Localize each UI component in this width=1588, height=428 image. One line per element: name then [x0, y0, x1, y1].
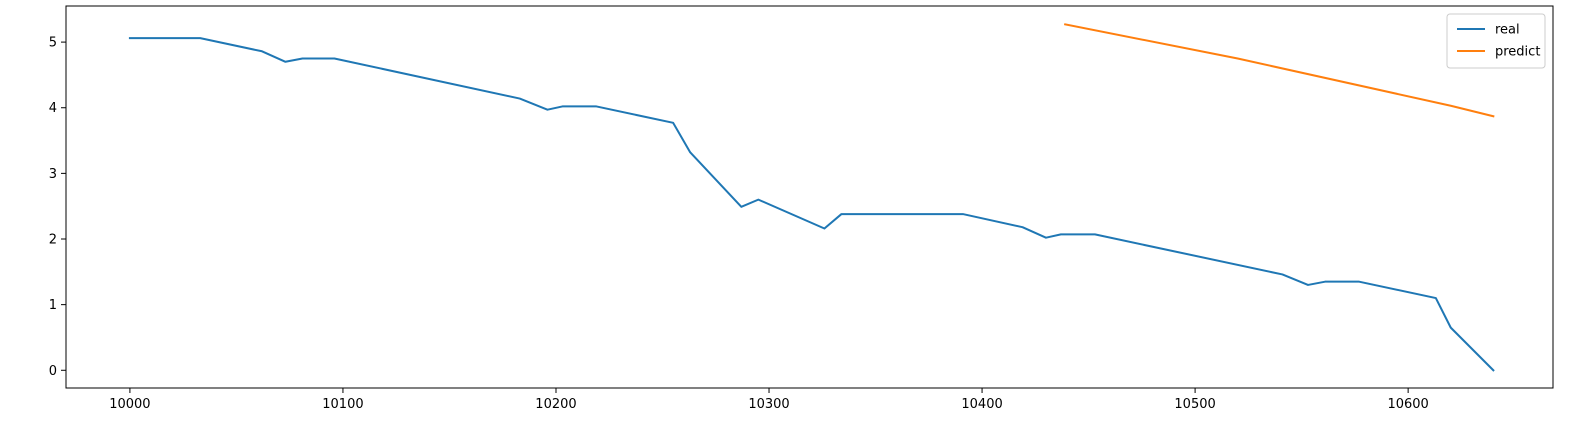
- x-tick-label: 10400: [961, 397, 1002, 412]
- x-tick-label: 10500: [1174, 397, 1215, 412]
- y-tick-label: 2: [49, 233, 57, 248]
- x-tick-label: 10300: [748, 397, 789, 412]
- y-tick-label: 4: [49, 101, 57, 116]
- x-tick-label: 10000: [109, 397, 150, 412]
- legend-label-real: real: [1495, 23, 1520, 38]
- x-tick-label: 10100: [322, 397, 363, 412]
- x-axis: 10000 10100 10200 10300 10400 10500 10600: [109, 388, 1429, 412]
- legend-label-predict: predict: [1495, 45, 1540, 60]
- plot-frame: [65, 5, 1554, 389]
- y-tick-label: 1: [49, 298, 57, 313]
- y-tick-label: 0: [49, 364, 57, 379]
- legend: real predict: [1446, 13, 1546, 69]
- x-tick-label: 10200: [535, 397, 576, 412]
- series-line-real: [128, 37, 1495, 372]
- x-tick-label: 10600: [1387, 397, 1428, 412]
- y-axis: 0 1 2 3 4 5: [49, 36, 66, 379]
- plot-area: [66, 6, 1553, 388]
- series-layer: [128, 23, 1495, 372]
- legend-box: [1446, 13, 1546, 69]
- y-tick-label: 3: [49, 167, 57, 182]
- y-tick-label: 5: [49, 36, 57, 51]
- series-line-predict: [1063, 23, 1495, 118]
